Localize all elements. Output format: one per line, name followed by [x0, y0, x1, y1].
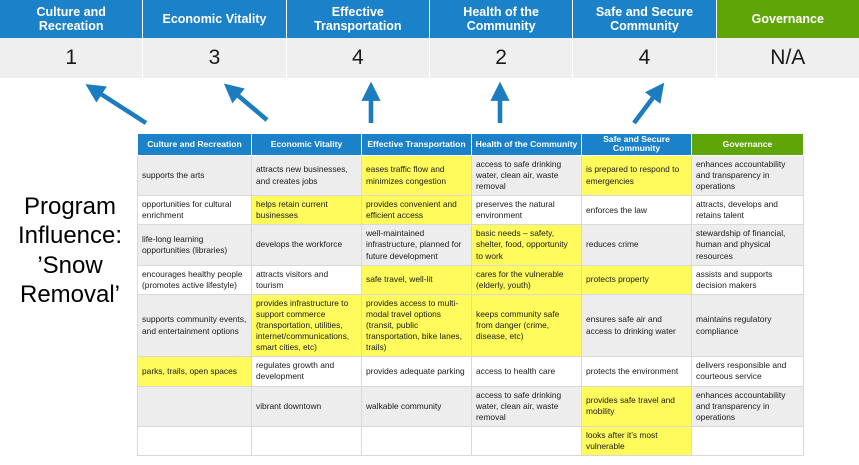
matrix-cell: attracts visitors and tourism [251, 264, 362, 295]
caption-line-2: Influence: [17, 222, 123, 250]
table-row: opportunities for cultural enrichment he… [137, 195, 804, 226]
matrix-cell: assists and supports decision makers [691, 264, 804, 295]
caption-line-4: Removal’ [19, 280, 121, 308]
matrix-header-economic-vitality[interactable]: Economic Vitality [251, 133, 362, 156]
scorecard-banner: Culture and Recreation Economic Vitality… [0, 0, 859, 78]
scorecard-header-economic-vitality[interactable]: Economic Vitality [142, 0, 286, 38]
scorecard-header-effective-transportation[interactable]: Effective Transportation [285, 0, 429, 38]
matrix-cell: eases traffic flow and minimizes congest… [361, 154, 472, 197]
matrix-cell: cares for the vulnerable (elderly, youth… [471, 264, 582, 295]
matrix-cell: protects property [581, 264, 692, 295]
matrix-cell: attracts new businesses, and creates job… [251, 154, 362, 197]
matrix-header-health-of-the-community[interactable]: Health of the Community [471, 133, 582, 156]
matrix-cell: access to safe drinking water, clean air… [471, 154, 582, 197]
matrix-header-culture-and-recreation[interactable]: Culture and Recreation [137, 133, 252, 156]
matrix-header-effective-transportation[interactable]: Effective Transportation [361, 133, 472, 156]
matrix-cell: delivers responsible and courteous servi… [691, 356, 804, 387]
matrix-cell: reduces crime [581, 224, 692, 266]
arrow-up-left-1 [85, 84, 148, 125]
scorecard-header-label: Safe and Secure Community [595, 5, 694, 33]
matrix-cell: enhances accountability and transparency… [691, 154, 804, 197]
scorecard-header-safe-and-secure-community[interactable]: Safe and Secure Community [572, 0, 716, 38]
matrix-cell [361, 425, 472, 456]
scorecard-value-culture-and-recreation: 1 [65, 46, 77, 69]
matrix-cell: protects the environment [581, 356, 692, 387]
matrix-header-row: Culture and Recreation Economic Vitality… [137, 133, 804, 156]
matrix-cell: basic needs – safety, shelter, food, opp… [471, 224, 582, 266]
table-row: supports the arts attracts new businesse… [137, 154, 804, 197]
table-row: encourages healthy people (promotes acti… [137, 264, 804, 295]
matrix-cell: provides access to multi-modal travel op… [361, 293, 472, 358]
scorecard-header-row: Culture and Recreation Economic Vitality… [0, 0, 859, 38]
matrix-cell: keeps community safe from danger (crime,… [471, 293, 582, 358]
caption-line-3: ’Snow [37, 251, 103, 279]
arrow-up-right-5 [632, 82, 665, 125]
caption-line-1: Program [23, 193, 117, 220]
matrix-cell [251, 425, 362, 456]
matrix-cell: regulates growth and development [251, 356, 362, 387]
scorecard-header-label: Culture and Recreation [36, 5, 106, 33]
matrix-header-safe-and-secure-community[interactable]: Safe and Secure Community [581, 133, 692, 156]
scorecard-header-label: Economic Vitality [162, 12, 267, 26]
matrix-cell: stewardship of financial, human and phys… [691, 224, 804, 266]
scorecard-header-label: Governance [751, 12, 824, 26]
matrix-cell: encourages healthy people (promotes acti… [137, 264, 252, 295]
scorecard-value-safe-and-secure-community: 4 [572, 38, 715, 78]
matrix-cell: life-long learning opportunities (librar… [137, 224, 252, 266]
matrix-cell: develops the workforce [251, 224, 362, 266]
scorecard-value-row: 1 3 4 2 4 N/A [0, 38, 859, 78]
matrix-cell: attracts, develops and retains talent [691, 195, 804, 226]
scorecard-value-effective-transportation: 4 [285, 38, 429, 78]
scorecard-header-governance[interactable]: Governance [715, 0, 859, 38]
matrix-cell: preserves the natural environment [471, 195, 582, 226]
matrix-cell: looks after it’s most vulnerable [581, 425, 692, 456]
matrix-cell: well-maintained infrastructure, planned … [361, 224, 472, 266]
matrix-cell: safe travel, well-lit [361, 264, 472, 295]
matrix-cell: supports the arts [137, 154, 252, 197]
scorecard-header-label: Health of the Community [463, 5, 539, 33]
table-row: supports community events, and entertain… [137, 293, 804, 358]
matrix-cell: access to health care [471, 356, 582, 387]
arrow-connectors [85, 81, 665, 125]
matrix-cell: vibrant downtown [251, 385, 362, 427]
matrix-cell: walkable community [361, 385, 472, 427]
arrow-up-left-2 [223, 83, 269, 122]
scorecard-header-health-of-the-community[interactable]: Health of the Community [428, 0, 573, 38]
matrix-cell: maintains regulatory compliance [691, 293, 804, 358]
scorecard-header-label: Effective Transportation [314, 5, 402, 33]
matrix-cell: helps retain current businesses [251, 195, 362, 226]
matrix-cell [691, 425, 804, 456]
table-row: life-long learning opportunities (librar… [137, 224, 804, 266]
matrix-cell: opportunities for cultural enrichment [137, 195, 252, 226]
table-row: parks, trails, open spaces regulates gro… [137, 356, 804, 387]
matrix-cell: provides infrastructure to support comme… [251, 293, 362, 358]
scorecard-value-economic-vitality: 3 [142, 38, 285, 78]
scorecard-header-culture-and-recreation[interactable]: Culture and Recreation [0, 0, 143, 38]
matrix-cell [137, 425, 252, 456]
matrix-cell: parks, trails, open spaces [137, 356, 252, 387]
scorecard-value-health-of-the-community: 2 [428, 38, 572, 78]
matrix-cell: ensures safe air and access to drinking … [581, 293, 692, 358]
matrix-cell [137, 385, 252, 427]
program-influence-caption: Program Influence: ’Snow Removal’ [4, 192, 136, 309]
matrix-cell: provides safe travel and mobility [581, 385, 692, 427]
program-influence-matrix: Culture and Recreation Economic Vitality… [137, 133, 804, 456]
table-row: looks after it’s most vulnerable [137, 425, 804, 456]
matrix-cell: enforces the law [581, 195, 692, 226]
matrix-cell: is prepared to respond to emergencies [581, 154, 692, 197]
matrix-cell: access to safe drinking water, clean air… [471, 385, 582, 427]
table-row: vibrant downtown walkable community acce… [137, 385, 804, 427]
matrix-cell [471, 425, 582, 456]
scorecard-value-governance: N/A [715, 38, 859, 78]
matrix-header-governance[interactable]: Governance [691, 133, 804, 156]
matrix-cell: supports community events, and entertain… [137, 293, 252, 358]
matrix-cell: provides convenient and efficient access [361, 195, 472, 226]
matrix-cell: provides adequate parking [361, 356, 472, 387]
matrix-cell: enhances accountability and transparency… [691, 385, 804, 427]
